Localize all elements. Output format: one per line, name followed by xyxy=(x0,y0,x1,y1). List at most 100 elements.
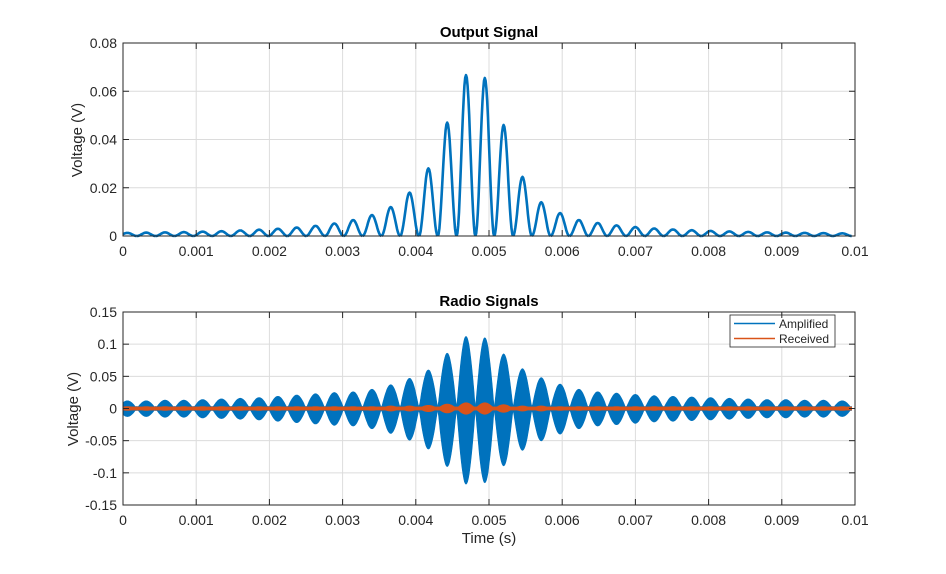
x-axis-label: Time (s) xyxy=(462,530,516,547)
series-layer xyxy=(122,336,852,485)
output-lobe xyxy=(136,231,157,238)
output-lobe xyxy=(569,218,589,238)
y-tick-label: 0.08 xyxy=(90,35,117,51)
y-tick-label: -0.1 xyxy=(93,465,117,481)
received-lobe xyxy=(832,406,852,411)
y-tick-label: 0.1 xyxy=(98,336,118,352)
x-tick-label: 0.009 xyxy=(764,243,799,259)
received-lobe xyxy=(362,406,382,411)
x-tick-label: 0 xyxy=(119,512,127,528)
output-lobe xyxy=(455,73,477,237)
y-tick-label: 0.15 xyxy=(90,304,117,320)
output-lobe xyxy=(474,76,496,237)
output-lobe xyxy=(700,229,721,238)
legend-box xyxy=(729,314,836,348)
x-tick-label: 0.008 xyxy=(691,512,726,528)
received-lobe xyxy=(287,406,307,411)
received-lobe xyxy=(268,406,288,411)
received-lobe xyxy=(174,406,194,411)
received-lobe xyxy=(550,406,570,411)
x-tick-label: 0.007 xyxy=(618,243,653,259)
output-chart-title: Output Signal xyxy=(440,24,538,41)
output-lobe xyxy=(681,228,702,238)
output-lobe xyxy=(757,231,777,238)
received-lobe xyxy=(155,406,175,411)
x-tick-label: 0.005 xyxy=(471,512,506,528)
output-lobe xyxy=(493,123,515,237)
received-lobe xyxy=(719,406,740,411)
received-lobe xyxy=(794,406,815,411)
received-lobe xyxy=(569,406,589,411)
legend[interactable]: Amplified Received xyxy=(729,314,836,348)
output-lobe xyxy=(794,231,815,238)
output-lobe xyxy=(719,230,740,238)
output-lobe xyxy=(268,227,288,238)
x-tick-label: 0.008 xyxy=(691,243,726,259)
received-lobe xyxy=(381,405,401,412)
received-lobe xyxy=(776,406,796,411)
radio-y-axis-label: Voltage (V) xyxy=(65,372,82,446)
output-lobe xyxy=(249,228,269,238)
received-lobe xyxy=(249,406,269,411)
received-lobe xyxy=(531,405,551,412)
axes-box xyxy=(122,311,856,506)
x-tick-label: 0.009 xyxy=(764,512,799,528)
received-lobe xyxy=(738,406,758,411)
radio-signals-axes: Radio Signals Voltage (V) Time (s) Ampli… xyxy=(65,293,869,547)
received-lobe xyxy=(211,406,232,411)
legend-amplified-label: Amplified xyxy=(779,317,828,331)
received-lobe xyxy=(136,406,156,411)
y-tick-label: 0.02 xyxy=(90,180,117,196)
output-lobe xyxy=(606,224,627,238)
x-tick-label: 0.004 xyxy=(398,512,433,528)
output-lobe xyxy=(399,191,420,237)
output-lobe xyxy=(305,224,326,238)
received-lobe xyxy=(230,406,250,411)
y-tick-label: 0.04 xyxy=(90,132,117,148)
output-lobe xyxy=(230,229,251,238)
x-tick-label: 0.01 xyxy=(841,512,868,528)
received-lobe xyxy=(644,406,664,411)
x-tick-label: 0 xyxy=(119,243,127,259)
x-tick-label: 0.001 xyxy=(179,512,214,528)
y-tick-label: 0 xyxy=(109,228,117,244)
output-lobe xyxy=(155,231,175,238)
series-layer xyxy=(122,73,853,238)
legend-received-label: Received xyxy=(779,332,829,346)
x-tick-label: 0.01 xyxy=(841,243,868,259)
output-lobe xyxy=(511,175,533,237)
received-lobe xyxy=(324,406,344,411)
x-tick-label: 0.004 xyxy=(398,243,433,259)
received-lobe xyxy=(682,406,702,411)
y-tick-label: 0.05 xyxy=(90,368,117,384)
output-lobe xyxy=(644,227,665,238)
y-tick-label: 0.06 xyxy=(90,83,117,99)
received-lobe xyxy=(512,405,533,412)
y-tick-label: 0 xyxy=(109,401,117,417)
y-tick-label: -0.05 xyxy=(85,433,117,449)
received-lobe xyxy=(192,406,213,411)
received-lobe xyxy=(663,406,683,411)
output-lobe xyxy=(813,231,834,238)
received-lobe xyxy=(757,406,777,411)
output-lobe xyxy=(832,232,853,238)
x-tick-label: 0.001 xyxy=(179,243,214,259)
x-tick-label: 0.007 xyxy=(618,512,653,528)
output-lobe xyxy=(211,229,232,238)
output-y-axis-label: Voltage (V) xyxy=(69,103,86,177)
output-lobe xyxy=(663,228,683,238)
output-lobe xyxy=(738,230,759,238)
received-lobe xyxy=(343,406,363,411)
output-lobe xyxy=(417,167,439,237)
output-lobe xyxy=(361,213,382,238)
received-lobe xyxy=(588,406,608,411)
radio-chart-title: Radio Signals xyxy=(439,293,538,310)
output-lobe xyxy=(343,218,364,238)
output-lobe xyxy=(587,221,608,238)
x-tick-label: 0.003 xyxy=(325,243,360,259)
received-lobe xyxy=(625,406,645,411)
output-lobe xyxy=(531,200,552,238)
y-tick-label: -0.15 xyxy=(85,497,117,513)
output-lobe xyxy=(550,211,571,238)
